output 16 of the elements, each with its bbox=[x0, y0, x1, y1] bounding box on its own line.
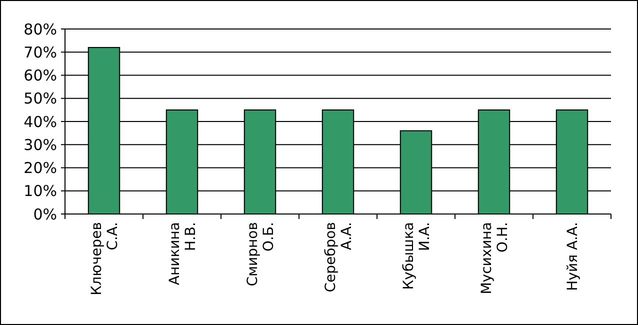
x-tick-label: Смирнов О.Б. bbox=[244, 222, 277, 286]
y-tick-label: 50% bbox=[24, 90, 57, 108]
y-tick-label: 70% bbox=[24, 43, 57, 62]
y-tick-label: 30% bbox=[24, 136, 57, 154]
y-tick-label: 10% bbox=[24, 182, 57, 200]
x-tick-label: Нуйя А.А. bbox=[564, 222, 581, 291]
y-tick-label: 60% bbox=[24, 66, 57, 84]
y-tick-label: 20% bbox=[24, 159, 57, 177]
x-tick-label: Кубышка И.А. bbox=[400, 222, 433, 290]
y-tick-label: 80% bbox=[24, 20, 57, 38]
y-tick-label: 40% bbox=[24, 112, 57, 131]
y-tick-label: 0% bbox=[33, 205, 57, 224]
x-tick-label: Ключерев С.А. bbox=[88, 222, 121, 296]
x-tick-label: Мусихина О.Н. bbox=[478, 222, 511, 294]
x-tick-label: Аникина Н.В. bbox=[166, 222, 199, 286]
x-tick-label: Серебров А.А. bbox=[322, 222, 355, 292]
